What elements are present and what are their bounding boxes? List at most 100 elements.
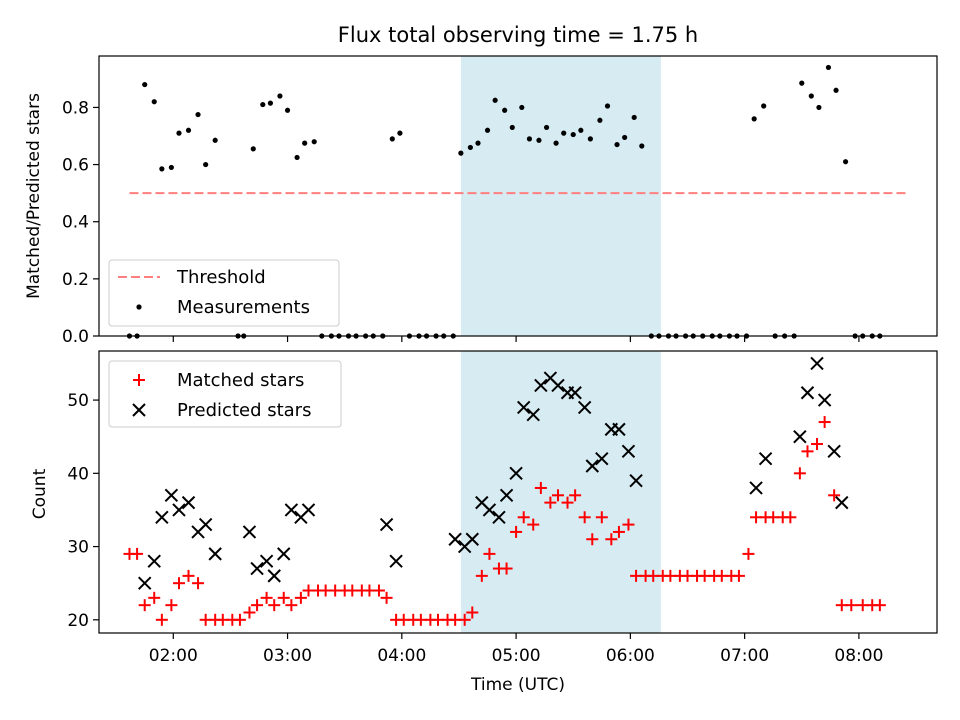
x-tick-label: 07:00	[720, 646, 769, 666]
bottom-y-tick-label: 40	[67, 464, 89, 484]
measurements-legend-swatch	[136, 304, 142, 310]
matched-star-point	[811, 438, 824, 451]
measurement-point	[168, 164, 174, 171]
predicted-star-point	[277, 547, 291, 561]
predicted-legend-swatch	[132, 403, 146, 417]
measurement-point	[484, 127, 491, 133]
predicted-star-point	[517, 400, 531, 415]
measurement-point	[250, 146, 256, 152]
matched-star-point	[845, 599, 858, 612]
predicted-star-point	[585, 459, 599, 473]
predicted-star-point	[526, 408, 540, 422]
predicted-star-point	[827, 444, 841, 459]
top-y-tick-label: 0.8	[62, 98, 89, 118]
measurement-point	[578, 127, 584, 133]
predicted-star-point	[259, 554, 274, 568]
matched-star-point	[500, 562, 513, 575]
matched-star-point	[622, 518, 635, 531]
matched-star-point	[818, 416, 831, 429]
top-legend: Threshold Measurements	[108, 259, 340, 327]
bottom-x-ticks: 02:00 03:00 04:00 05:00 06:00 07:00 08:00	[149, 633, 883, 666]
predicted-star-point	[147, 554, 161, 568]
matched-star-point	[561, 496, 574, 509]
predicted-star-point	[758, 451, 773, 466]
matched-star-point	[165, 599, 178, 612]
predicted-star-point	[568, 386, 582, 400]
measurement-point	[502, 107, 508, 113]
x-tick-label: 08:00	[834, 646, 883, 666]
matched-star-point	[268, 599, 281, 612]
measurements-legend-label: Measurements	[177, 297, 310, 318]
matched-star-point	[138, 599, 151, 612]
matched-star-point	[612, 525, 625, 538]
matched-star-point	[732, 569, 745, 582]
measurement-point	[267, 100, 274, 106]
matched-star-point	[586, 533, 599, 546]
measurement-point	[631, 114, 637, 121]
measurement-point	[604, 103, 611, 109]
measurement-point	[397, 130, 403, 136]
matched-star-point	[784, 511, 797, 524]
matched-star-point	[277, 591, 290, 604]
bottom-y-tick-label: 50	[67, 391, 89, 411]
measurement-point	[614, 141, 620, 148]
matched-star-points	[123, 416, 886, 626]
predicted-star-point	[509, 466, 523, 481]
top-y-ticks: 0.0 0.2 0.4 0.6 0.8	[62, 98, 99, 347]
matched-star-point	[131, 547, 144, 560]
matched-star-point	[517, 511, 530, 524]
measurement-point	[761, 103, 767, 109]
predicted-star-point	[492, 510, 506, 524]
measurement-point	[284, 107, 291, 113]
bottom-y-tick-label: 30	[67, 538, 89, 558]
measurement-point	[142, 81, 148, 88]
matched-star-point	[544, 496, 557, 509]
predicted-star-point	[448, 532, 462, 546]
measurement-point	[543, 124, 550, 131]
x-tick-label: 03:00	[263, 646, 312, 666]
matched-star-point	[243, 606, 256, 619]
predicted-star-point	[465, 532, 479, 546]
matched-star-point	[148, 591, 161, 604]
measurement-point	[475, 140, 481, 146]
measurement-point	[833, 87, 839, 93]
predicted-star-point	[181, 495, 196, 510]
x-tick-label: 06:00	[606, 646, 655, 666]
top-x-ticks	[172, 336, 860, 342]
top-y-tick-label: 0.2	[62, 270, 89, 290]
measurement-point	[185, 127, 192, 133]
predicted-star-point	[577, 400, 592, 415]
predicted-star-points	[138, 356, 849, 590]
matched-star-point	[380, 591, 393, 604]
predicted-star-point	[621, 444, 636, 459]
matched-star-point	[569, 489, 582, 502]
matched-star-point	[595, 511, 608, 524]
predicted-star-point	[612, 422, 626, 437]
matched-star-point	[534, 481, 547, 494]
matched-star-point	[155, 613, 168, 626]
matched-star-point	[793, 467, 806, 480]
predicted-star-point	[793, 429, 807, 444]
matched-star-point	[172, 577, 185, 590]
measurement-point	[467, 144, 473, 151]
top-shaded-interval	[460, 56, 661, 336]
measurement-point	[751, 116, 757, 122]
matched-star-point	[828, 489, 841, 502]
predicted-star-point	[208, 547, 222, 561]
measurement-point	[561, 130, 567, 136]
matched-star-point	[510, 525, 523, 538]
bottom-y-axis-label: Count	[30, 468, 50, 519]
top-y-tick-label: 0.4	[62, 213, 89, 233]
matched-star-point	[475, 569, 488, 582]
bottom-y-tick-label: 20	[67, 611, 89, 631]
matched-star-point	[873, 599, 886, 612]
matched-star-point	[260, 591, 273, 604]
measurement-point	[597, 117, 603, 123]
measurement-point	[294, 154, 300, 161]
bottom-legend-box	[108, 360, 342, 428]
top-y-axis-label: Matched/Predicted stars	[24, 93, 44, 299]
matched-star-point	[285, 599, 298, 612]
bottom-shaded-interval	[460, 351, 661, 633]
matched-star-point	[372, 584, 385, 597]
threshold-legend-label: Threshold	[176, 267, 266, 288]
